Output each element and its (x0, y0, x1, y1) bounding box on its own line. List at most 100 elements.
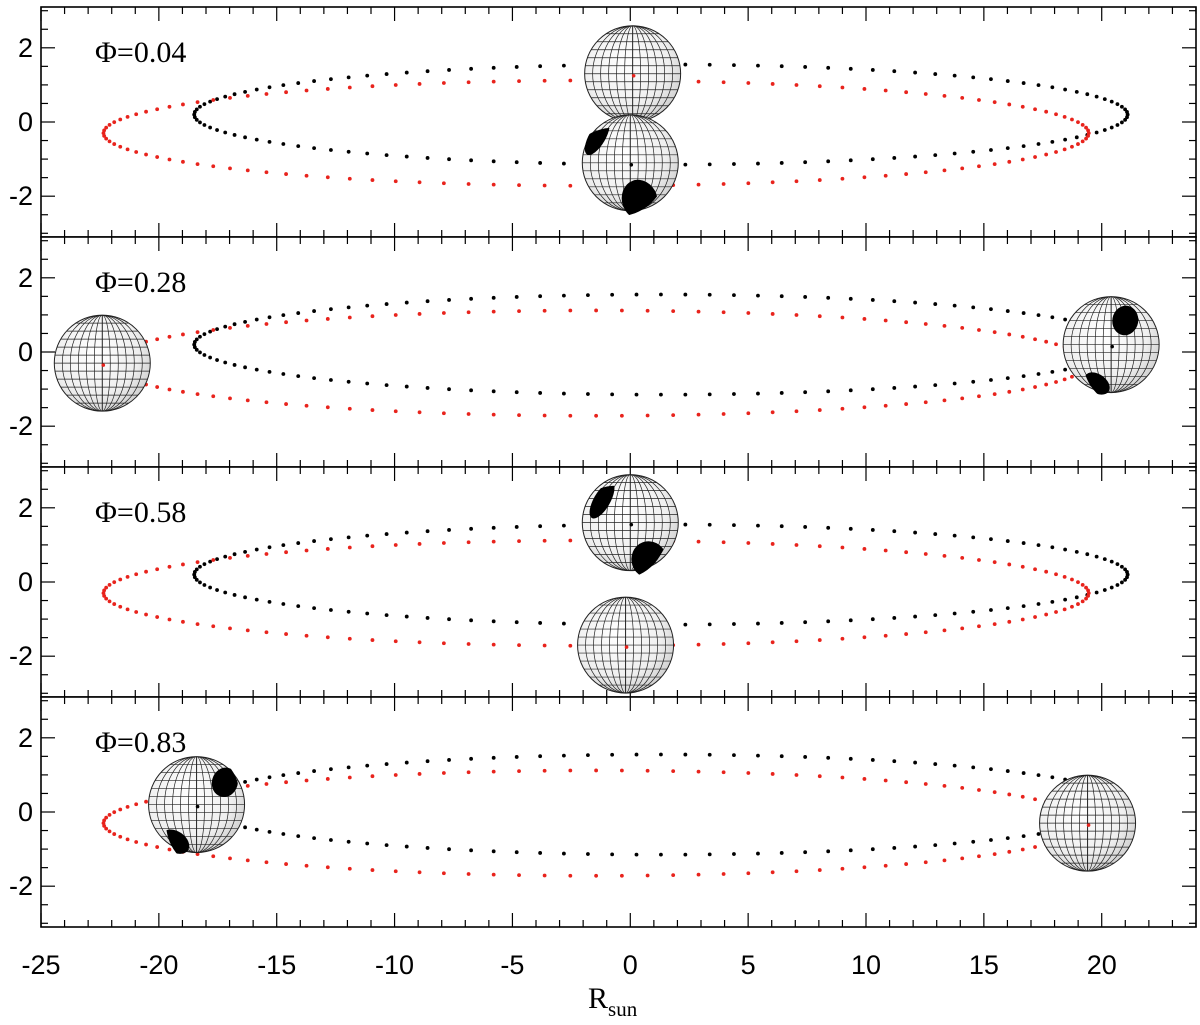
orbit-point (425, 759, 430, 764)
orbit-point (447, 298, 451, 302)
orbit-point (347, 775, 352, 780)
orbit-point (469, 388, 473, 393)
orbit-point (118, 144, 123, 149)
orbit-point (1074, 595, 1079, 600)
orbit-point (594, 413, 599, 418)
orbit-point (892, 529, 897, 534)
orbit-point (384, 532, 389, 536)
orbit-point (118, 807, 123, 812)
orbit-point (1044, 152, 1049, 157)
orbit-point (913, 70, 918, 75)
orbit-point (491, 295, 496, 300)
orbit-point (840, 775, 845, 780)
orbit-point (862, 175, 867, 180)
orbit-point (634, 752, 639, 757)
orbit-point (447, 387, 451, 392)
orbit-point (181, 619, 185, 624)
orbit-point (1054, 572, 1058, 577)
orbit-point (346, 535, 351, 540)
orbit-point (732, 523, 736, 528)
orbit-point (208, 585, 213, 590)
orbit-point (923, 552, 928, 556)
orbit-point (883, 88, 888, 93)
orbit-point (1115, 102, 1120, 107)
orbit-point (112, 602, 117, 606)
orbit-point (659, 292, 663, 297)
orbit-point (1085, 552, 1090, 557)
orbit-point (1076, 602, 1080, 606)
orbit-point (466, 412, 471, 416)
orbit-point (202, 562, 207, 567)
orbit-point (770, 640, 775, 645)
orbit-point (923, 860, 928, 865)
orbit-point (1021, 604, 1026, 608)
orbit-point (304, 633, 309, 638)
star-longitude (597, 474, 663, 571)
orbit-point (586, 392, 590, 396)
orbit-point (1109, 559, 1114, 564)
orbit-point (112, 120, 117, 125)
orbit-point (904, 402, 909, 406)
orbit-point (883, 403, 888, 408)
orbit-point (794, 639, 799, 644)
orbit-point (538, 64, 543, 69)
orbit-point (870, 387, 875, 392)
orbit-point (840, 866, 845, 871)
orbit-point (610, 392, 615, 397)
star-spot (211, 767, 238, 798)
orbit-point (1109, 99, 1114, 104)
orbit-point (721, 412, 726, 416)
orbit-point (933, 613, 938, 617)
phase-label: Φ=0.83 (95, 726, 186, 759)
orbit-point (304, 173, 309, 178)
orbit-point (469, 66, 473, 71)
orbit-point (491, 309, 496, 314)
orbit-point (1020, 387, 1025, 392)
orbit-point (1123, 117, 1127, 122)
orbit-point (883, 548, 888, 553)
orbit-point (561, 523, 566, 528)
orbit-point (732, 753, 736, 758)
orbit-point (1054, 610, 1058, 614)
orbit-point (883, 318, 888, 323)
orbit-point (1033, 797, 1037, 802)
orbit-point (542, 768, 547, 773)
orbit-point (933, 532, 938, 536)
orbit-point (1094, 94, 1099, 99)
orbit-point (296, 311, 301, 315)
orbit-point (989, 537, 993, 542)
orbit-point (840, 545, 845, 550)
orbit-point (913, 614, 918, 619)
orbit-point (211, 328, 216, 332)
orbit-point (441, 411, 446, 416)
orbit-point (195, 100, 200, 105)
orbit-point (870, 617, 875, 622)
orbit-point (365, 763, 370, 768)
orbit-point (923, 322, 928, 326)
orbit-point (732, 162, 736, 166)
orbit-point (862, 635, 867, 640)
orbit-point (232, 92, 237, 97)
orbit-point (817, 178, 822, 182)
orbit-point (228, 95, 232, 100)
orbit-point (707, 62, 712, 67)
orbit-point (971, 765, 976, 770)
orbit-point (770, 772, 775, 776)
orbit-point (514, 620, 519, 625)
orbit-point (568, 538, 573, 543)
orbit-point (384, 153, 389, 157)
orbit-point (707, 522, 712, 527)
orbit-point (1102, 128, 1107, 132)
orbit-point (1123, 577, 1127, 582)
orbit-point (329, 148, 333, 152)
orbit-point (904, 862, 909, 866)
orbit-point (696, 182, 701, 187)
orbit-point (312, 79, 316, 83)
orbit-point (923, 400, 928, 405)
star-red (584, 25, 682, 123)
orbit-point (817, 314, 822, 319)
orbit-point (441, 81, 446, 85)
orbit-point (112, 142, 117, 146)
orbit-point (721, 642, 726, 646)
orbit-point (243, 365, 247, 370)
